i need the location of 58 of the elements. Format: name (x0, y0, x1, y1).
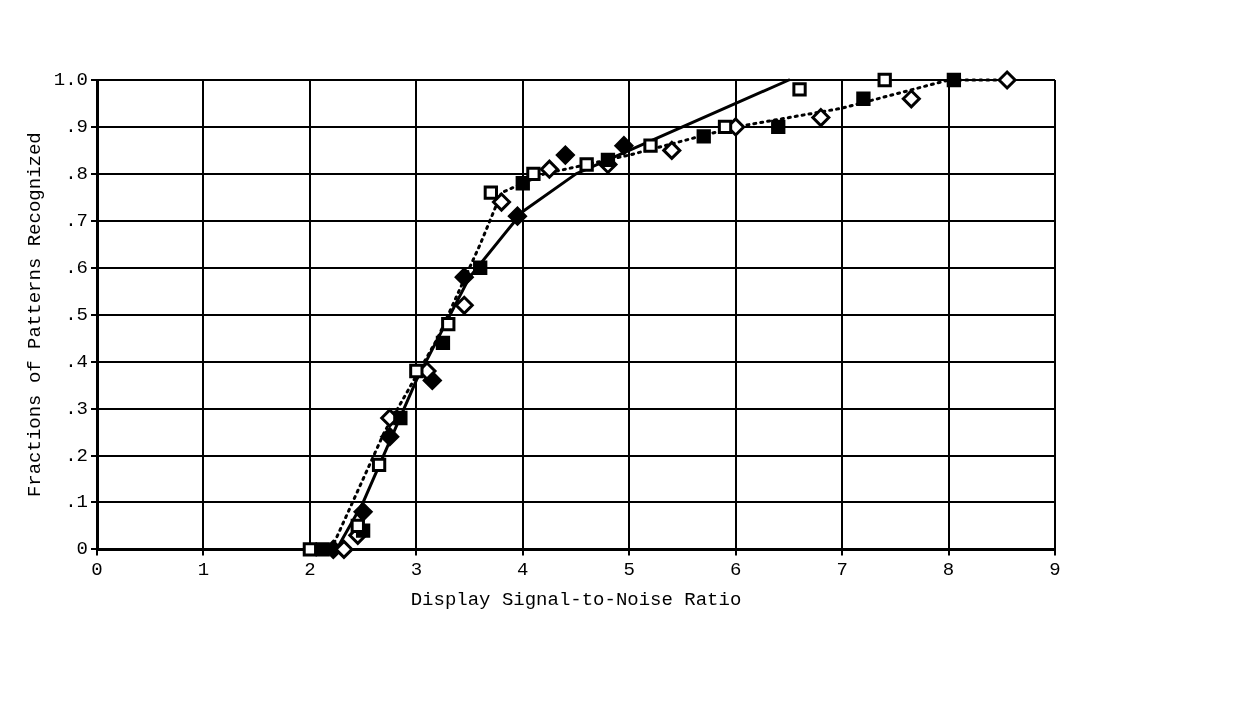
point (901, 89, 921, 109)
point (302, 542, 318, 557)
point (315, 542, 330, 557)
point (811, 108, 831, 128)
point (600, 152, 616, 167)
x-tick-label: 6 (729, 558, 742, 581)
point (371, 457, 387, 473)
y-tick-label: 1.0 (53, 69, 89, 92)
point (555, 145, 575, 165)
point (350, 518, 365, 534)
x-tick-label: 4 (517, 558, 529, 581)
x-tick-label: 7 (836, 558, 848, 581)
point (393, 410, 408, 426)
y-tick-label: .1 (65, 491, 89, 514)
x-axis-title: Display Signal-to-Noise Ratio (410, 588, 742, 611)
y-tick-label: .2 (65, 444, 89, 467)
point (380, 427, 400, 447)
point (614, 136, 634, 156)
x-tick-label: 3 (410, 558, 423, 581)
point (515, 176, 530, 191)
point (473, 260, 488, 275)
y-tick-label: .6 (65, 256, 89, 279)
y-axis-title: Fractions of Patterns Recognized (24, 132, 47, 498)
y-tick-label: .4 (65, 350, 89, 373)
point (454, 267, 474, 287)
y-tick-label: .3 (65, 397, 89, 420)
point (441, 316, 456, 332)
x-tick-label: 1 (197, 558, 210, 581)
point (696, 129, 711, 144)
point (454, 295, 474, 315)
y-tick-label: .5 (65, 303, 89, 326)
y-tick-label: 0 (76, 538, 89, 561)
x-tick-label: 5 (623, 558, 635, 581)
point (579, 157, 594, 172)
point (353, 502, 373, 522)
point (997, 70, 1017, 90)
point (507, 206, 527, 226)
x-tick-label: 2 (304, 558, 316, 581)
point (717, 119, 733, 135)
point (435, 335, 451, 351)
point (946, 72, 962, 88)
point (526, 166, 541, 182)
point (792, 82, 807, 97)
x-tick-label: 0 (91, 558, 103, 581)
point (877, 72, 892, 88)
y-tick-label: .8 (65, 162, 89, 185)
point (771, 119, 786, 135)
y-tick-label: .7 (65, 209, 89, 232)
x-tick-label: 8 (942, 558, 955, 581)
point (483, 185, 499, 200)
y-tick-label: .9 (65, 115, 89, 138)
point (491, 192, 511, 212)
point (856, 91, 871, 106)
point (409, 363, 424, 379)
point (643, 138, 658, 153)
x-tick-label: 9 (1049, 558, 1061, 581)
point (662, 140, 682, 160)
point (539, 159, 559, 179)
